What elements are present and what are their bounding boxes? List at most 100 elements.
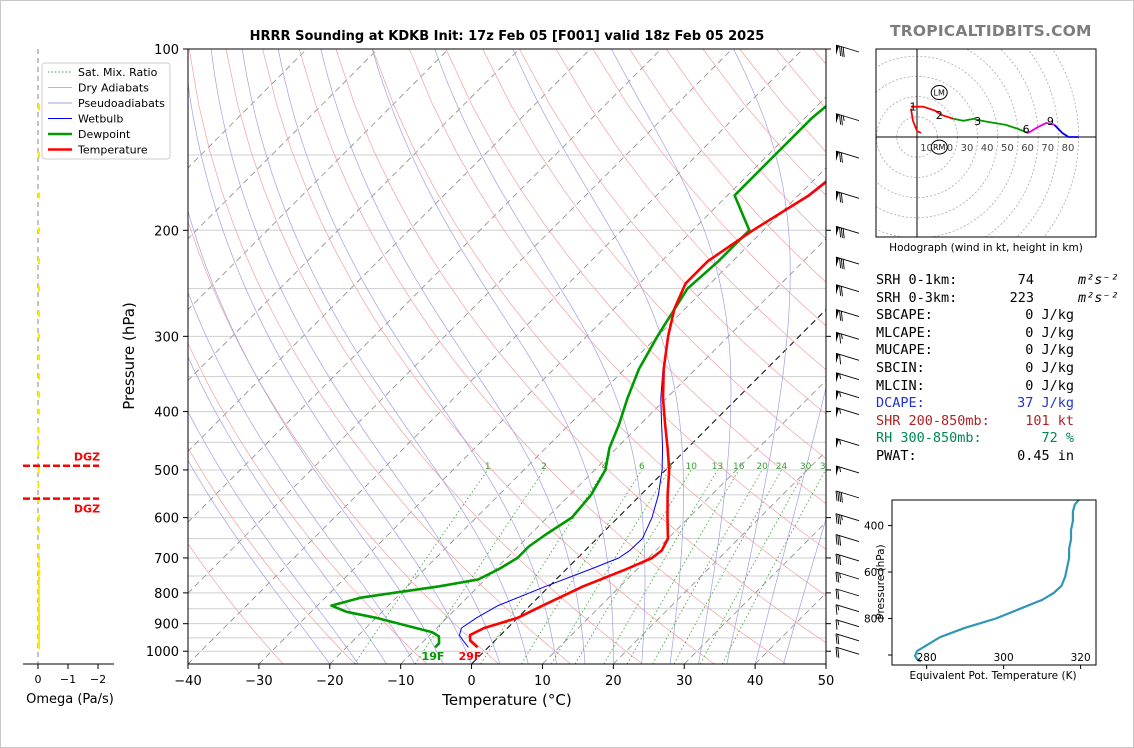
wind-barb-feather xyxy=(840,311,843,322)
wind-barb-feather xyxy=(839,258,842,269)
omega-bar xyxy=(38,192,40,199)
mixing-ratio-line xyxy=(521,469,643,664)
dewpoint-line xyxy=(330,104,826,649)
stat-value: 37 J/kg xyxy=(1017,395,1074,412)
x-axis-label: Temperature (°C) xyxy=(441,691,571,709)
hodograph-height-label: 1 xyxy=(909,101,916,114)
mixing-ratio-line xyxy=(603,469,718,664)
dry-adiabat xyxy=(298,49,787,664)
wind-barb-flag xyxy=(836,465,839,476)
omega-bar xyxy=(38,642,40,649)
wind-barb-feather xyxy=(835,588,838,599)
isotherm-line xyxy=(188,49,804,664)
dry-adiabat xyxy=(776,49,826,109)
moist-adiabat xyxy=(277,49,557,664)
mixing-ratio-label: 4 xyxy=(602,462,608,472)
dry-adiabat xyxy=(555,49,826,371)
omega-tick-label: 0 xyxy=(35,673,42,686)
wind-barb-flag xyxy=(836,372,839,383)
y-tick-label: 1000 xyxy=(146,645,179,660)
stat-value: 0 J/kg xyxy=(1025,342,1074,359)
wind-barb-feather xyxy=(839,310,842,321)
dgz-label: DGZ xyxy=(74,451,100,464)
x-tick-label: 50 xyxy=(818,674,835,689)
wind-barb-flag xyxy=(836,438,839,449)
hodograph-frame xyxy=(875,48,1097,238)
hodograph-ring-label: 60 xyxy=(1021,143,1034,154)
hodograph-segment xyxy=(910,108,922,134)
moist-adiabat xyxy=(726,49,791,664)
legend-label: Sat. Mix. Ratio xyxy=(78,66,158,79)
wind-barb-feather xyxy=(835,571,838,583)
wind-barb-feather xyxy=(835,604,838,615)
wind-barb xyxy=(835,571,860,580)
wind-barb-half xyxy=(839,373,842,379)
wind-barb-feather xyxy=(839,285,842,296)
wind-barb-feather xyxy=(839,192,842,203)
theta-e-x-tick-label: 280 xyxy=(917,652,937,664)
stat-row: DCAPE: 37 J/kg xyxy=(876,395,1126,413)
stat-row: SHR 200-850mb: 101 kt xyxy=(876,413,1126,431)
dry-adiabat xyxy=(372,49,826,597)
wind-barb-feather xyxy=(839,354,842,365)
isotherm-line xyxy=(897,49,1134,664)
omega-bar xyxy=(38,104,40,111)
wind-barb-feather xyxy=(837,535,840,546)
dry-adiabat xyxy=(812,49,826,65)
wind-barb-half xyxy=(837,605,840,611)
mixing-ratio-line xyxy=(353,469,489,664)
wind-barb-flag xyxy=(836,151,839,162)
wind-barb-feather xyxy=(837,572,840,583)
wind-barb xyxy=(835,437,860,446)
legend-label: Dewpoint xyxy=(78,128,131,141)
surface-temp-label: 29F xyxy=(459,650,482,663)
omega-bar xyxy=(38,583,40,590)
skewt-axes-frame xyxy=(187,48,827,665)
stat-value: 74 xyxy=(1017,272,1034,288)
omega-bar xyxy=(38,310,40,317)
isotherm-line xyxy=(329,167,826,664)
dry-adiabat xyxy=(592,49,826,327)
dry-adiabat xyxy=(188,543,284,664)
dry-adiabat xyxy=(960,49,1134,664)
omega-tick-label: −2 xyxy=(90,673,106,686)
moist-adiabat xyxy=(320,49,586,664)
wind-barb-feather xyxy=(835,619,838,630)
wind-barb-flag xyxy=(836,191,839,202)
moist-adiabat xyxy=(188,80,472,664)
stat-label: SHR 200-850mb: xyxy=(876,412,990,429)
x-tick-label: 30 xyxy=(676,674,693,689)
isotherm-line xyxy=(188,49,378,240)
omega-bar xyxy=(38,576,41,583)
hodograph-ring-label: 80 xyxy=(1062,143,1075,154)
dry-adiabat xyxy=(188,220,500,664)
wind-barb-flag xyxy=(836,407,839,418)
isotherm-line xyxy=(188,49,449,311)
theta-e-panel xyxy=(913,500,1080,663)
wind-barb-feather xyxy=(835,490,838,501)
wind-barbs xyxy=(835,44,860,658)
omega-panel xyxy=(37,49,41,664)
mixing-ratio-line xyxy=(550,469,670,664)
omega-bar xyxy=(38,554,40,561)
stat-label: SRH 0-1km: xyxy=(876,272,958,288)
moist-adiabat xyxy=(783,518,826,664)
site-brand: TROPICALTIDBITS.COM xyxy=(890,22,1092,40)
wind-barb xyxy=(835,646,860,655)
wind-barb xyxy=(835,633,860,642)
isotherm-line xyxy=(683,521,826,664)
wind-barb-flag xyxy=(836,309,839,320)
wind-barb-half xyxy=(839,466,842,473)
y-tick-label: 100 xyxy=(154,43,179,58)
wind-barb xyxy=(835,390,860,399)
stat-value: 0 J/kg xyxy=(1025,377,1074,394)
wind-barb-feather xyxy=(835,553,838,564)
wind-barb-feather xyxy=(837,554,840,565)
wind-barb xyxy=(835,407,860,416)
wind-barb-half xyxy=(840,515,843,521)
omega-bar xyxy=(38,596,40,603)
wind-barb-half xyxy=(839,408,842,414)
dry-adiabat xyxy=(702,49,826,196)
legend: Sat. Mix. Ratio Dry Adiabats Pseudoadiabat… xyxy=(41,62,171,160)
dry-adiabat xyxy=(188,447,356,664)
